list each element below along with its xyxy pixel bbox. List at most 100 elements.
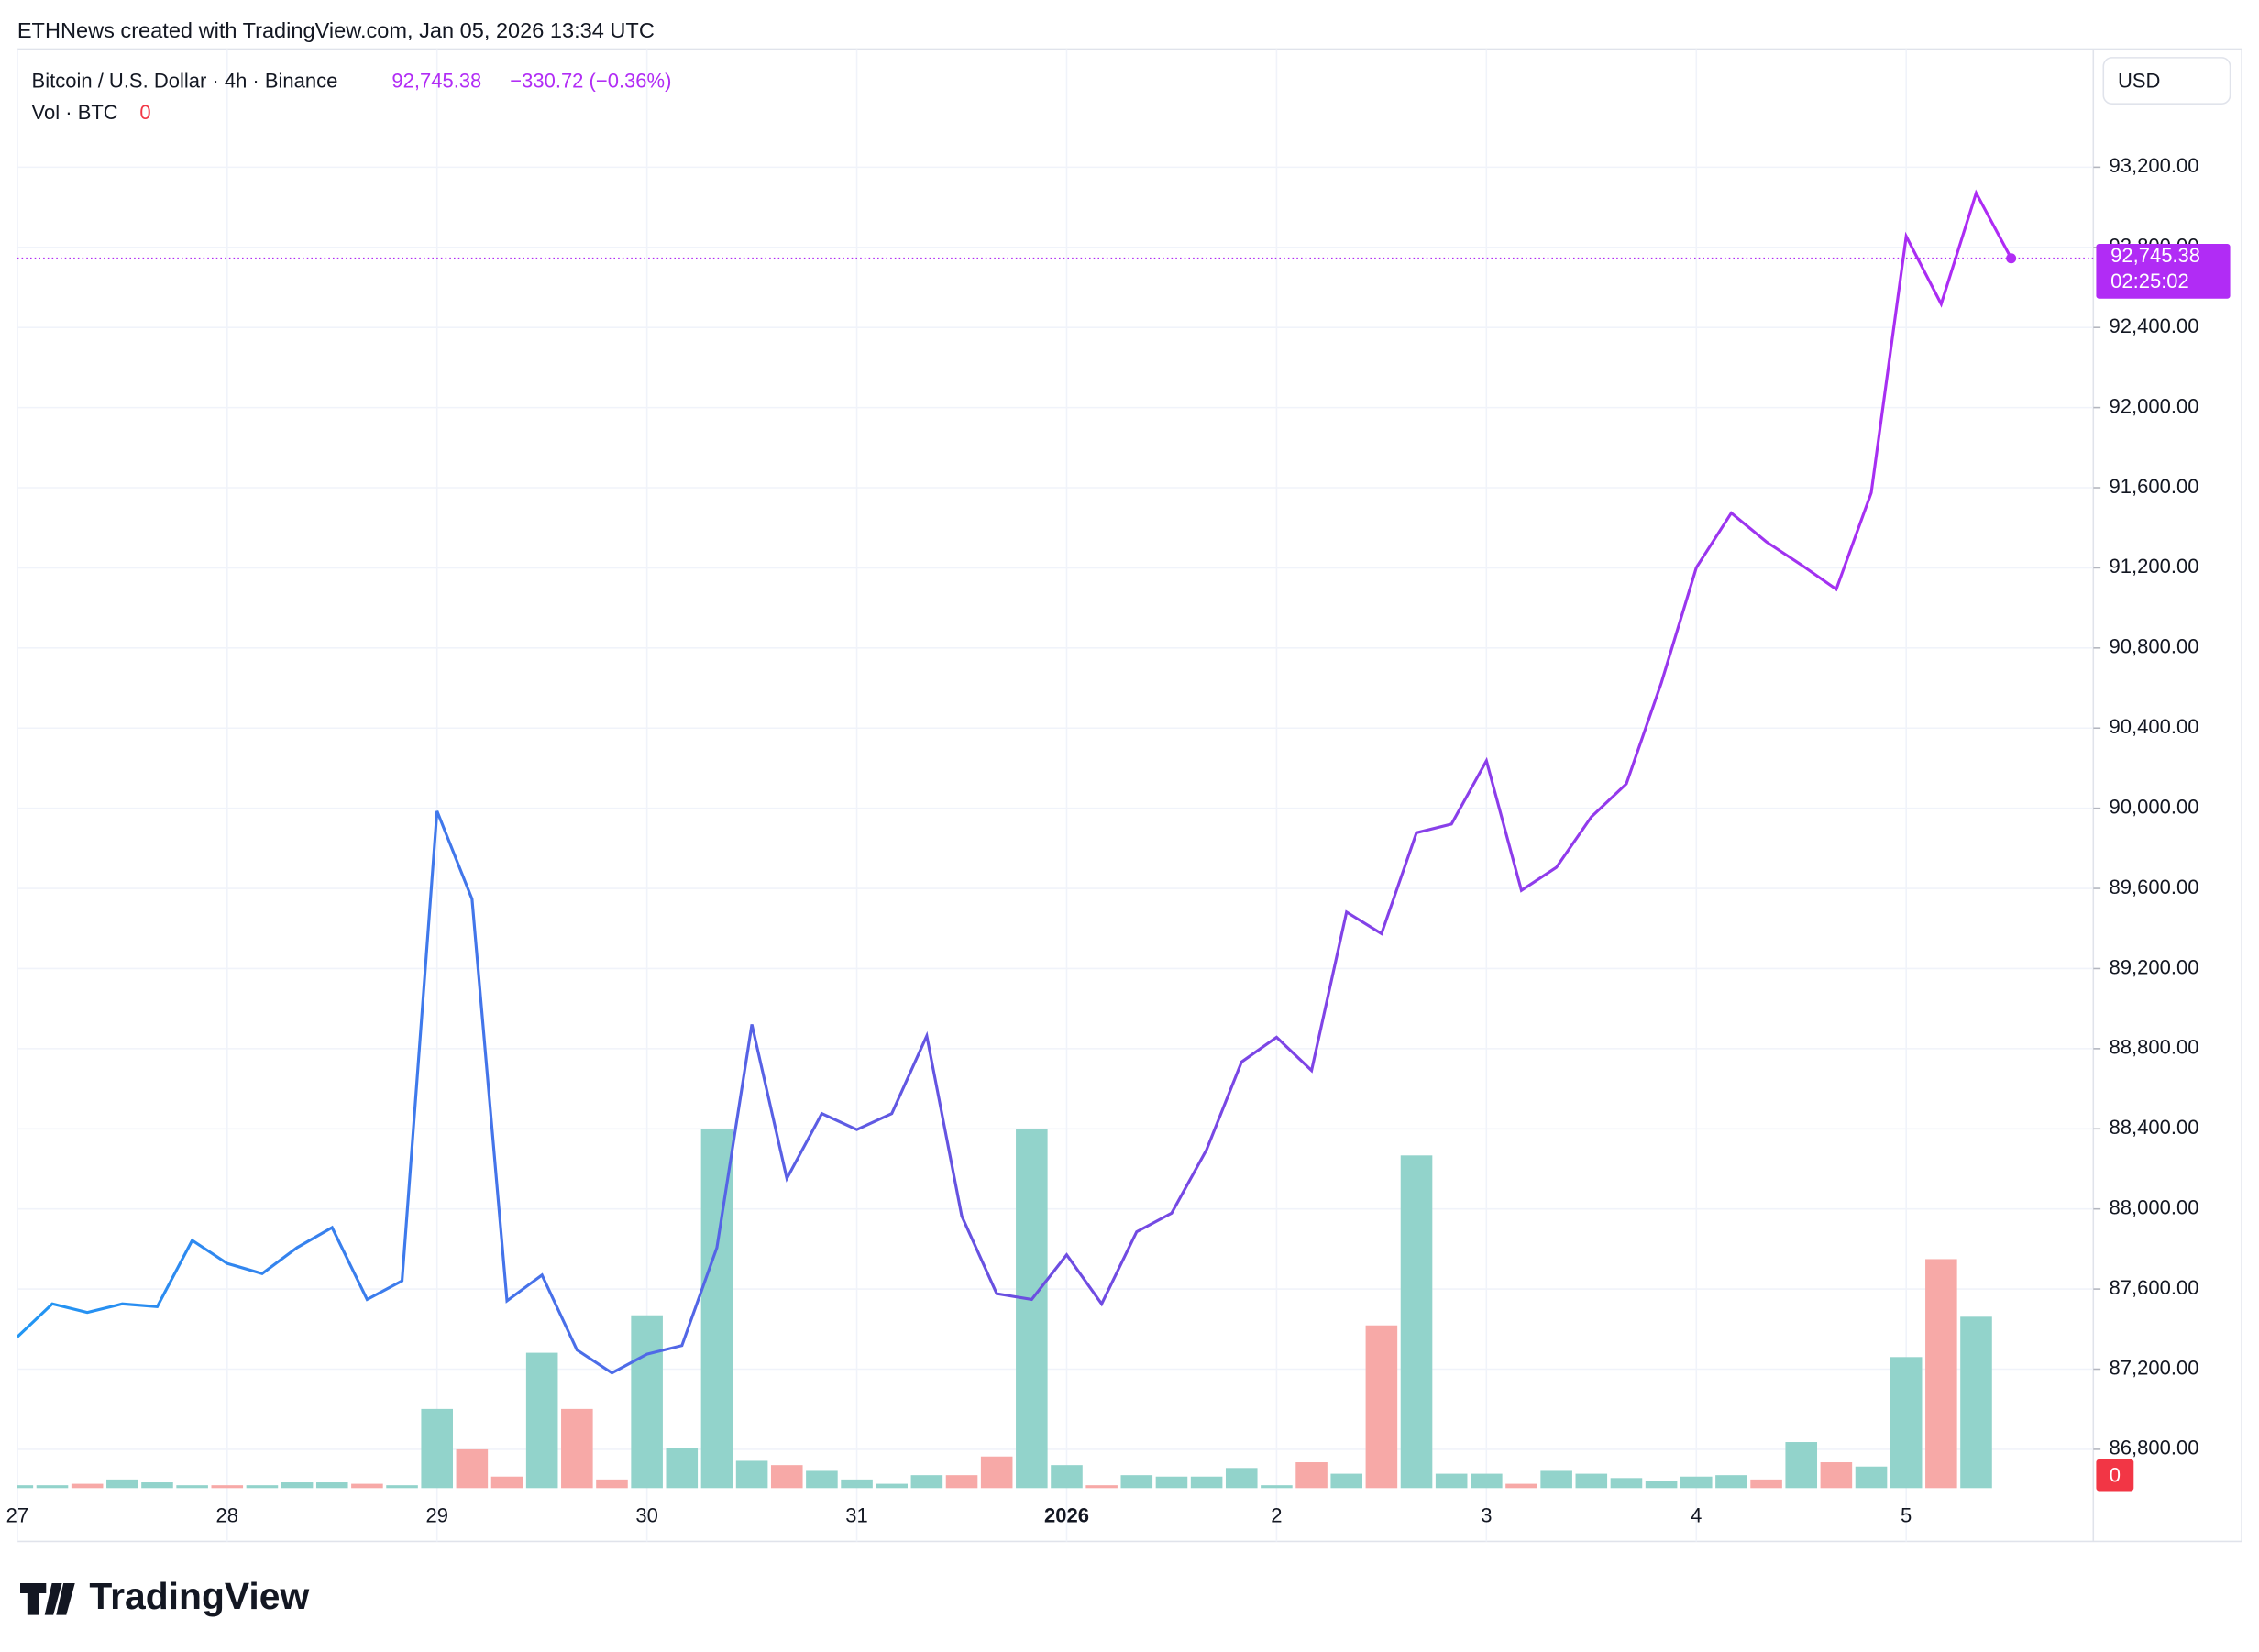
volume-bar	[1190, 1476, 1223, 1489]
currency[interactable]: USD	[2118, 69, 2160, 92]
volume-bar	[211, 1485, 244, 1489]
logo	[20, 1583, 75, 1615]
volume-bar	[351, 1483, 383, 1489]
volume-bar	[1960, 1316, 1992, 1489]
x-tick-label: 30	[635, 1504, 657, 1527]
y-tick-label: 90,800.00	[2110, 635, 2199, 658]
y-tick-label: 88,000.00	[2110, 1196, 2199, 1219]
volume-bar	[386, 1485, 418, 1489]
brand: TradingView	[89, 1575, 309, 1617]
volume-bar	[456, 1448, 489, 1489]
volume-bar	[315, 1482, 348, 1489]
volume-bar	[735, 1460, 768, 1489]
volume-bar	[561, 1408, 593, 1489]
volume-bar	[1225, 1468, 1258, 1489]
volume-bar	[1016, 1129, 1048, 1489]
y-tick-label: 87,200.00	[2110, 1356, 2199, 1379]
volume-bar	[770, 1465, 803, 1489]
y-tick-label: 92,000.00	[2110, 394, 2199, 417]
price-line	[17, 189, 2013, 1375]
volume-bar	[1575, 1473, 1608, 1489]
credit: ETHNews created with TradingView.com, Ja…	[17, 18, 655, 42]
volume-bar	[246, 1485, 279, 1489]
last-price: 92,745.38	[391, 69, 481, 92]
volume-bar	[17, 1485, 34, 1489]
volume-bar	[1261, 1485, 1293, 1489]
volume-bar	[176, 1485, 208, 1489]
volume-bar	[141, 1482, 173, 1489]
volume-label-box	[2096, 1459, 2134, 1492]
volume-bar	[876, 1483, 908, 1489]
y-tick-label: 88,800.00	[2110, 1036, 2199, 1059]
axes: 86,800.00 87,200.00 87,600.00 88,000.00 88,4…	[6, 154, 2231, 1527]
price-label: 92,745.38	[2110, 244, 2200, 267]
volume-bar	[106, 1479, 138, 1489]
volume-bar	[1471, 1473, 1503, 1489]
x-tick-label: 29	[425, 1504, 447, 1527]
volume-bar	[841, 1479, 873, 1489]
volume-bar	[71, 1483, 104, 1489]
volume-bar	[1540, 1470, 1572, 1489]
volume-bar	[980, 1456, 1013, 1489]
volume-bar	[36, 1485, 69, 1489]
volume-bar	[1330, 1473, 1363, 1489]
x-tick-label: 2	[1271, 1504, 1282, 1527]
volume-bar	[525, 1352, 558, 1489]
volume-bar	[596, 1479, 628, 1489]
volume-bar	[631, 1315, 663, 1489]
y-tick-label: 90,000.00	[2110, 795, 2199, 818]
y-tick-label: 90,400.00	[2110, 715, 2199, 738]
volume-bar	[1120, 1475, 1153, 1489]
y-tick-label: 89,600.00	[2110, 876, 2199, 898]
plot	[17, 189, 2094, 1375]
volume-bar	[945, 1475, 978, 1489]
volume-bar	[1925, 1259, 1957, 1489]
volume-label: Vol · BTC	[32, 101, 118, 124]
volume-bar	[910, 1475, 943, 1489]
volume-bar	[1855, 1466, 1888, 1489]
change: −330.72 (−0.36%)	[510, 69, 671, 92]
volume-bar	[1295, 1462, 1328, 1489]
y-tick-label: 89,200.00	[2110, 955, 2199, 978]
x-tick-label: 3	[1481, 1504, 1492, 1527]
volume-bar	[1365, 1325, 1398, 1489]
x-tick-label: 5	[1901, 1504, 1912, 1527]
volume-bar	[1505, 1483, 1537, 1489]
volume-bar	[1085, 1485, 1118, 1489]
y-tick-label: 91,600.00	[2110, 475, 2199, 498]
x-tick-label: 28	[216, 1504, 238, 1527]
price-label-box	[2096, 244, 2231, 299]
x-tick-label: 2026	[1044, 1504, 1089, 1527]
volume-bar	[1680, 1476, 1713, 1489]
volume-axis-label: 0	[2110, 1464, 2121, 1487]
x-tick-label: 4	[1691, 1504, 1702, 1527]
volume-bar	[1645, 1481, 1678, 1489]
volume-bar	[1715, 1475, 1747, 1489]
y-tick-label: 93,200.00	[2110, 154, 2199, 177]
y-tick-label: 91,200.00	[2110, 555, 2199, 578]
volume-bar	[666, 1448, 699, 1489]
volume-bar	[1435, 1473, 1468, 1489]
volume-bar	[490, 1476, 523, 1489]
volume-bar	[1785, 1442, 1818, 1489]
volume-bar	[421, 1408, 453, 1489]
volume	[17, 1129, 1992, 1489]
y-tick-label: 92,400.00	[2110, 314, 2199, 337]
volume-bar	[1610, 1478, 1643, 1489]
volume-bar	[1750, 1479, 1782, 1489]
y-tick-label: 86,800.00	[2110, 1437, 2199, 1459]
volume-bar	[281, 1482, 314, 1489]
currency-button[interactable]	[2102, 57, 2231, 105]
volume-value: 0	[139, 101, 150, 124]
symbol: Bitcoin / U.S. Dollar · 4h · Binance	[32, 69, 338, 92]
y-tick-label: 87,600.00	[2110, 1276, 2199, 1299]
x-tick-label: 27	[6, 1504, 28, 1527]
x-tick-label: 31	[845, 1504, 867, 1527]
y-tick-label: 88,400.00	[2110, 1116, 2199, 1139]
volume-bar	[1051, 1465, 1083, 1489]
volume-bar	[1820, 1462, 1853, 1489]
volume-bar	[1155, 1476, 1188, 1489]
volume-bar	[806, 1470, 838, 1489]
